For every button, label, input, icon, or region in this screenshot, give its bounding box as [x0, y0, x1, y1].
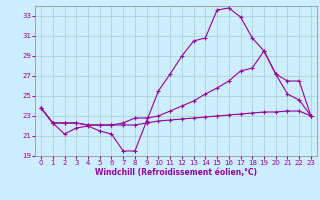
- X-axis label: Windchill (Refroidissement éolien,°C): Windchill (Refroidissement éolien,°C): [95, 168, 257, 177]
